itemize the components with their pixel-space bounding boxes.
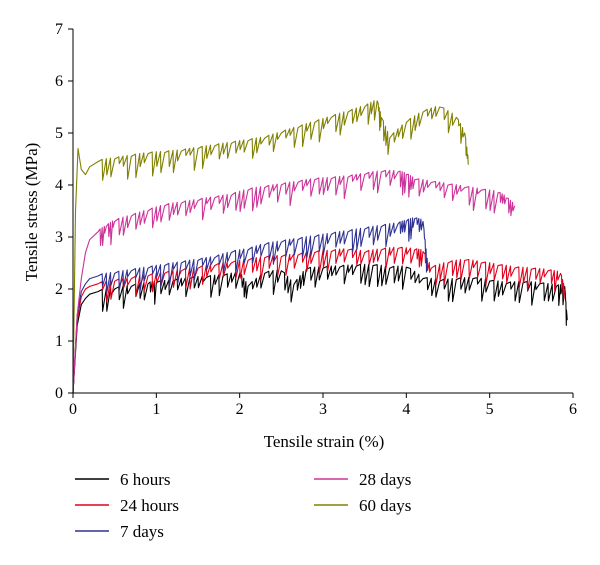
y-tick-label: 3 xyxy=(55,229,63,246)
y-tick-label: 1 xyxy=(55,333,63,350)
series-line-60-days xyxy=(72,100,469,394)
y-tick-label: 7 xyxy=(55,21,63,38)
x-axis-title: Tensile strain (%) xyxy=(264,432,385,451)
legend: 6 hours 24 hours 7 days 28 days 60 days xyxy=(75,470,411,541)
series-layer xyxy=(72,100,568,394)
x-tick-label: 5 xyxy=(486,401,494,418)
y-tick-label: 4 xyxy=(55,177,63,194)
legend-label-7-days: 7 days xyxy=(120,522,164,541)
x-tick-label: 3 xyxy=(319,401,327,418)
y-tick-label: 6 xyxy=(55,73,63,90)
x-tick-label: 0 xyxy=(69,401,77,418)
y-tick-label: 2 xyxy=(55,281,63,298)
y-tick-label: 5 xyxy=(55,125,63,142)
series-line-7-days xyxy=(72,217,428,394)
legend-label-60-days: 60 days xyxy=(359,496,411,515)
series-line-28-days xyxy=(72,169,516,394)
y-tick-label: 0 xyxy=(55,385,63,402)
x-tick-label: 4 xyxy=(402,401,410,418)
series-line-6-hours xyxy=(72,263,568,394)
legend-label-28-days: 28 days xyxy=(359,470,411,489)
legend-label-6-hours: 6 hours xyxy=(120,470,171,489)
x-tick-label: 1 xyxy=(152,401,160,418)
legend-label-24-hours: 24 hours xyxy=(120,496,179,515)
series-line-24-hours xyxy=(72,246,566,394)
x-tick-label: 6 xyxy=(569,401,577,418)
x-tick-label: 2 xyxy=(236,401,244,418)
axes-layer: 0 1 2 3 4 5 6 7 0 1 2 3 4 5 6 xyxy=(55,21,577,418)
y-axis-title: Tensile stress (MPa) xyxy=(22,143,41,282)
